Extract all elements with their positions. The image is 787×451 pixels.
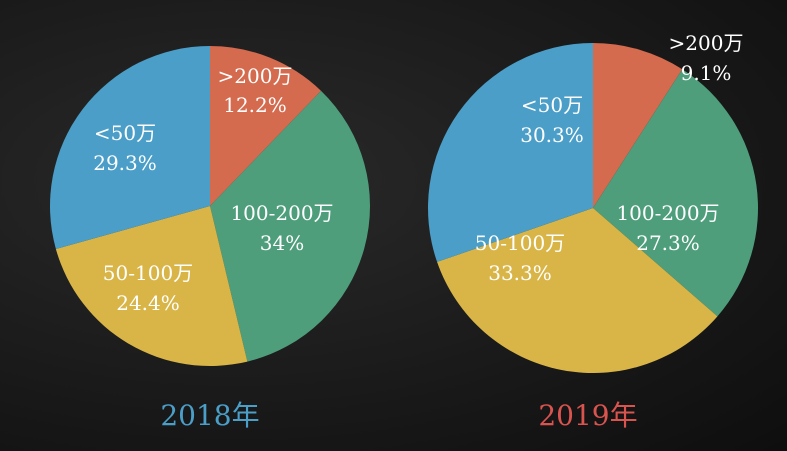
- pie-slice-2019-1: [593, 69, 758, 317]
- slice-category-label: >200万: [218, 64, 293, 88]
- year-label-2018: 2018年: [160, 399, 259, 432]
- pie-slice-2018-2: [55, 206, 248, 366]
- slice-category-label: >200万: [669, 31, 744, 55]
- slice-value-label: 12.2%: [223, 93, 287, 117]
- slice-value-label: 9.1%: [681, 61, 732, 85]
- pie-slice-2019-0: [593, 43, 683, 208]
- slice-value-label: 29.3%: [93, 151, 157, 175]
- pie-slice-2018-1: [210, 90, 371, 362]
- pie-2019: >200万 9.1% 100-200万 27.3% 50-100万 33.3% <50万 30…: [428, 31, 758, 373]
- pie-slice-2019-2: [437, 208, 718, 373]
- pie-slice-2018-3: [50, 46, 210, 249]
- slice-value-label: 33.3%: [488, 261, 552, 285]
- slice-category-label: 50-100万: [103, 261, 193, 285]
- pie-slice-2018-0: [210, 46, 322, 206]
- pie-2018: >200万 12.2% 100-200万 34% 50-100万 24.4% <50万 29.…: [50, 46, 371, 366]
- slice-value-label: 30.3%: [520, 123, 584, 147]
- pie-slice-2019-3: [428, 43, 593, 262]
- slice-category-label: <50万: [94, 121, 156, 145]
- slice-category-label: 100-200万: [230, 201, 333, 225]
- slice-value-label: 24.4%: [116, 291, 180, 315]
- slice-value-label: 34%: [260, 231, 304, 255]
- slice-category-label: 50-100万: [475, 231, 565, 255]
- slice-category-label: 100-200万: [616, 201, 719, 225]
- year-label-2019: 2019年: [538, 399, 637, 432]
- slice-value-label: 27.3%: [636, 231, 700, 255]
- slice-category-label: <50万: [521, 93, 583, 117]
